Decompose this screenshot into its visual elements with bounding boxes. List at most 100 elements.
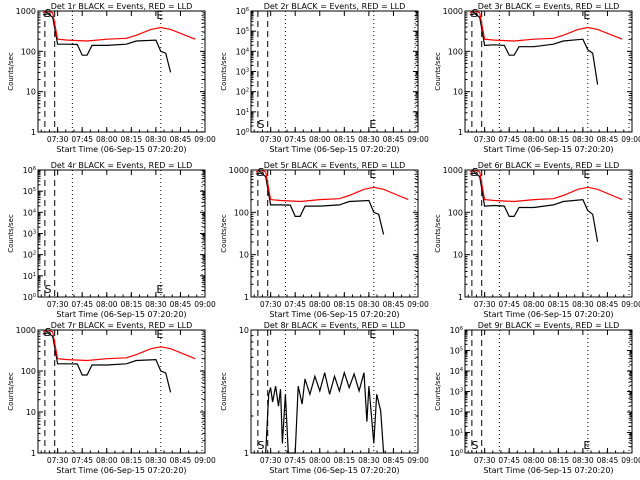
y-tick-label: 102 (23, 251, 36, 260)
x-tick-label: 08:15 (548, 300, 570, 309)
x-tick-label: 08:00 (523, 300, 545, 309)
panel-title: Det 1r BLACK = Events, RED = LLD (51, 2, 193, 11)
y-tick-label: 1000 (16, 7, 36, 16)
y-tick-label: 100 (21, 47, 36, 56)
x-tick-label: 09:00 (407, 300, 429, 309)
plot-frame (37, 329, 206, 454)
start-marker: S (45, 7, 52, 20)
x-tick-label: 07:30 (474, 456, 496, 465)
y-axis-label: Counts/sec (7, 372, 15, 411)
panel-title: Det 2r BLACK = Events, RED = LLD (264, 2, 406, 11)
y-tick-label: 103 (236, 68, 249, 77)
x-tick-label: 08:00 (309, 300, 331, 309)
x-axis-label: Start Time (06-Sep-15 07:20:20) (269, 145, 399, 154)
x-tick-label: 07:30 (474, 300, 496, 309)
events-series-line (469, 172, 599, 243)
x-tick-label: 08:45 (597, 456, 619, 465)
y-tick-label: 100 (23, 293, 36, 302)
y-tick-label: 1 (31, 449, 36, 458)
x-tick-label: 08:45 (170, 135, 192, 144)
start-marker: S (45, 326, 52, 339)
x-tick-label: 08:15 (121, 300, 143, 309)
y-tick-label: 100 (450, 449, 463, 458)
x-tick-label: 08:45 (170, 300, 192, 309)
y-tick-label: 1 (458, 128, 463, 137)
x-tick-label: 07:45 (498, 456, 520, 465)
events-series-line (469, 13, 599, 85)
panel-2: Det 2r BLACK = Events, RED = LLD 100 101 10… (220, 2, 429, 154)
y-tick-label: 100 (234, 208, 249, 217)
panel-1: Det 1r BLACK = Events, RED = LLD 1 10 100 10… (7, 2, 216, 154)
start-marker: S (472, 7, 479, 20)
x-tick-label: 07:30 (47, 300, 69, 309)
y-tick-label: 100 (21, 367, 36, 376)
x-tick-label: 09:00 (407, 456, 429, 465)
x-tick-label: 09:00 (407, 135, 429, 144)
x-tick-label: 07:45 (71, 456, 93, 465)
panel-6: Det 6r BLACK = Events, RED = LLD 1 10 100 10… (434, 161, 640, 319)
y-tick-label: 10 (239, 251, 249, 260)
plot-frame (37, 10, 206, 133)
x-tick-label: 08:00 (309, 456, 331, 465)
x-tick-label: 08:15 (548, 456, 570, 465)
y-tick-label: 106 (450, 326, 463, 335)
x-tick-label: 08:15 (334, 300, 356, 309)
x-tick-label: 08:30 (145, 300, 167, 309)
y-tick-label: 10 (453, 88, 463, 97)
x-tick-label: 07:45 (71, 135, 93, 144)
x-tick-label: 08:45 (383, 135, 405, 144)
panel-title: Det 3r BLACK = Events, RED = LLD (478, 2, 620, 11)
x-tick-label: 07:30 (474, 135, 496, 144)
panel-7: Det 7r BLACK = Events, RED = LLD 1 10 100 10… (7, 321, 216, 475)
y-tick-label: 1 (244, 449, 249, 458)
x-tick-label: 08:30 (572, 456, 594, 465)
y-tick-label: 103 (450, 388, 463, 397)
x-tick-label: 08:30 (358, 135, 380, 144)
y-tick-label: 105 (23, 187, 36, 196)
end-marker: E (369, 168, 376, 181)
x-tick-label: 07:45 (284, 135, 306, 144)
panel-3: Det 3r BLACK = Events, RED = LLD 1 10 100 10… (434, 2, 640, 154)
plot-frame (464, 329, 633, 454)
y-tick-label: 1 (458, 293, 463, 302)
x-tick-label: 08:00 (523, 456, 545, 465)
x-axis-label: Start Time (06-Sep-15 07:20:20) (56, 466, 186, 475)
x-tick-label: 08:30 (145, 135, 167, 144)
y-tick-label: 1000 (443, 166, 463, 175)
x-tick-label: 08:30 (145, 456, 167, 465)
y-tick-label: 10 (239, 326, 249, 335)
y-tick-label: 100 (448, 208, 463, 217)
y-axis-label: Counts/sec (434, 372, 442, 411)
events-series-line (42, 332, 172, 393)
lld-series-line (469, 10, 623, 42)
y-axis-label: Counts/sec (220, 372, 228, 411)
y-axis-label: Counts/sec (7, 214, 15, 253)
x-tick-label: 08:00 (96, 135, 118, 144)
x-axis-label: Start Time (06-Sep-15 07:20:20) (269, 466, 399, 475)
x-axis-label: Start Time (06-Sep-15 07:20:20) (483, 310, 613, 319)
x-tick-label: 08:45 (383, 456, 405, 465)
x-tick-label: 08:15 (334, 456, 356, 465)
x-axis-label: Start Time (06-Sep-15 07:20:20) (483, 466, 613, 475)
x-tick-label: 08:15 (121, 135, 143, 144)
end-marker: E (156, 9, 163, 22)
x-tick-label: 09:00 (621, 456, 640, 465)
x-tick-label: 07:30 (260, 456, 282, 465)
end-marker: E (156, 283, 163, 296)
x-axis-label: Start Time (06-Sep-15 07:20:20) (56, 310, 186, 319)
plot-frame (464, 169, 633, 298)
y-tick-label: 101 (23, 272, 36, 281)
y-tick-label: 10 (26, 408, 36, 417)
y-tick-label: 10 (453, 251, 463, 260)
panel-9: Det 9r BLACK = Events, RED = LLD 100 101 10… (434, 321, 640, 475)
y-tick-label: 101 (236, 108, 249, 117)
x-tick-label: 07:30 (260, 300, 282, 309)
y-axis-label: Counts/sec (434, 52, 442, 91)
plot-frame (464, 10, 633, 133)
y-tick-label: 101 (450, 429, 463, 438)
plot-frame (250, 329, 419, 454)
x-tick-label: 08:30 (572, 300, 594, 309)
panel-5: Det 5r BLACK = Events, RED = LLD 1 10 100 10… (220, 161, 429, 319)
events-series-line (255, 172, 385, 235)
y-tick-label: 106 (23, 166, 36, 175)
